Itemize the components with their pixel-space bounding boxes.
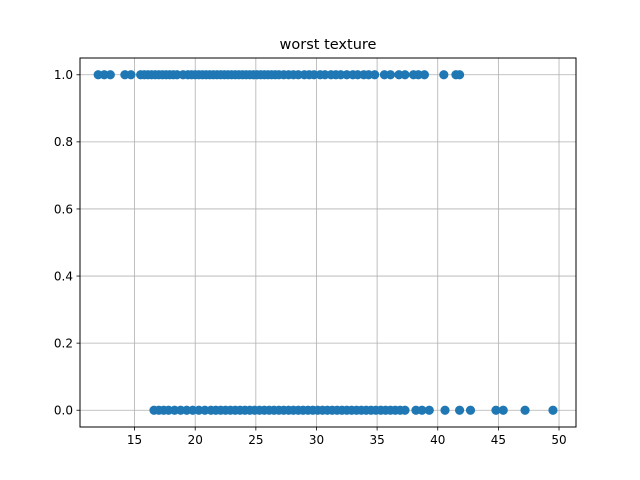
data-point (454, 405, 465, 415)
x-tick-label: 30 (309, 433, 324, 447)
data-point (370, 70, 380, 80)
y-tick-label: 0.2 (54, 336, 73, 350)
data-point (400, 405, 410, 415)
data-point (417, 405, 427, 415)
data-point (105, 70, 115, 80)
data-point (419, 70, 430, 80)
data-point (439, 70, 449, 80)
plot-frame (79, 57, 577, 428)
data-point (126, 70, 136, 80)
data-point (424, 405, 434, 415)
x-axis: 15 20 25 30 35 40 45 50 (127, 427, 567, 447)
y-tick-label: 0.0 (54, 404, 73, 418)
x-tick-label: 25 (248, 433, 263, 447)
data-point (400, 70, 410, 80)
x-tick-label: 45 (491, 433, 506, 447)
y-tick-label: 0.4 (54, 269, 73, 283)
x-tick-label: 40 (430, 433, 445, 447)
x-tick-label: 50 (551, 433, 566, 447)
data-point (498, 405, 508, 415)
data-point (454, 70, 465, 80)
chart-title: worst texture (280, 37, 377, 53)
data-points (93, 70, 558, 415)
y-tick-label: 0.8 (54, 135, 73, 149)
y-tick-label: 1.0 (54, 68, 73, 82)
data-point (491, 405, 501, 415)
data-point (520, 405, 530, 415)
y-tick-label: 0.6 (54, 202, 73, 216)
y-axis: 0.0 0.2 0.4 0.6 0.8 1.0 (54, 68, 80, 418)
x-tick-label: 35 (369, 433, 384, 447)
x-tick-label: 20 (188, 433, 203, 447)
data-point (465, 405, 476, 415)
data-point (385, 70, 396, 80)
data-point (440, 405, 450, 415)
x-tick-label: 15 (127, 433, 142, 447)
data-point (548, 405, 558, 415)
